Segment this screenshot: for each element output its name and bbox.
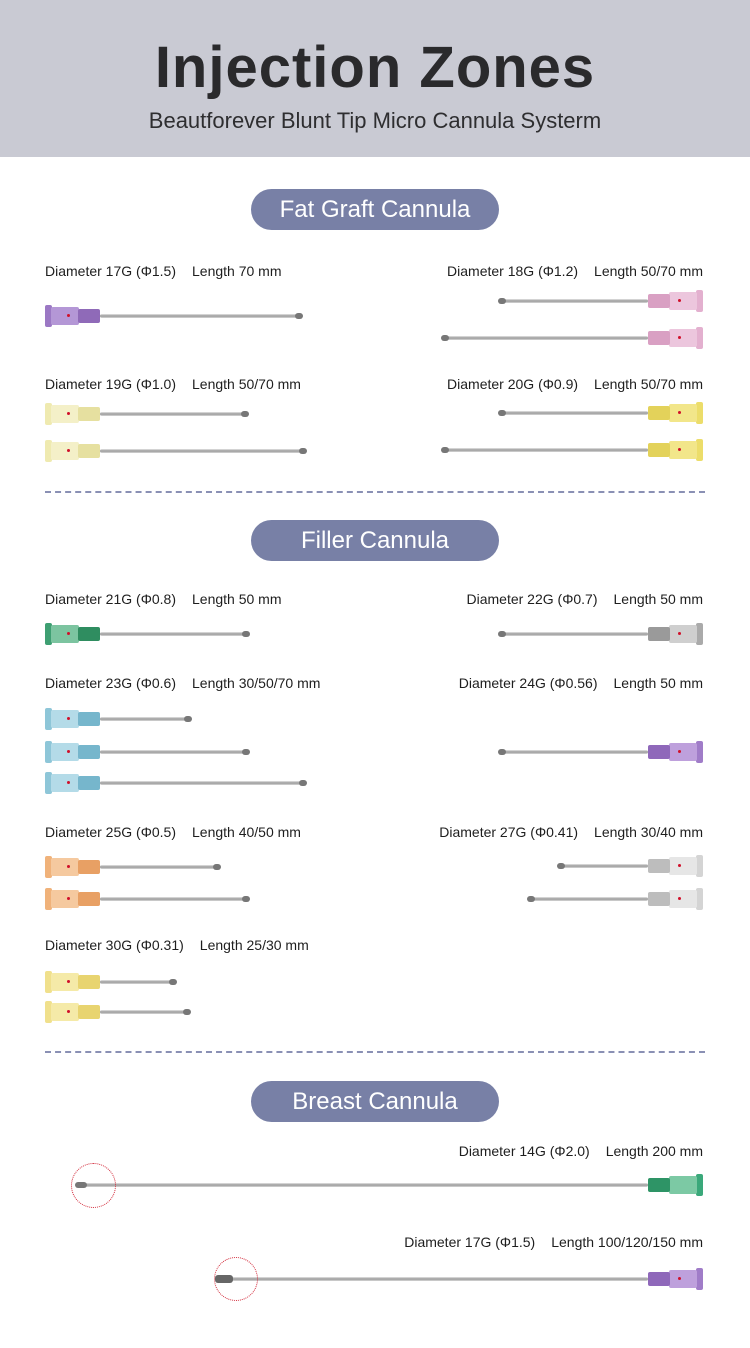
spec-30g: Diameter 30G (Φ0.31) Length 25/30 mm: [45, 937, 309, 953]
cannula-30g-30: [45, 1001, 191, 1023]
tip-detail-ring: [71, 1163, 116, 1208]
cannula-23g-50: [45, 741, 250, 763]
spec-22g: Diameter 22G (Φ0.7) Length 50 mm: [466, 591, 704, 607]
cannula-23g-70: [45, 772, 307, 794]
cannula-14g-200: [73, 1174, 703, 1196]
section-badge-breast: Breast Cannula: [251, 1081, 499, 1122]
spec-14g: Diameter 14G (Φ2.0) Length 200 mm: [458, 1143, 703, 1159]
cannula-18g-50: [498, 290, 703, 312]
cannula-27g-40: [527, 888, 703, 910]
spec-27g: Diameter 27G (Φ0.41) Length 30/40 mm: [439, 824, 703, 840]
section-badge-fat-graft: Fat Graft Cannula: [251, 189, 499, 230]
cannula-25g-50: [45, 888, 250, 910]
cannula-20g-70: [441, 439, 703, 461]
spec-23g: Diameter 23G (Φ0.6) Length 30/50/70 mm: [45, 675, 321, 691]
cannula-20g-50: [498, 402, 703, 424]
cannula-19g-50: [45, 403, 249, 425]
spec-20g: Diameter 20G (Φ0.9) Length 50/70 mm: [447, 376, 703, 392]
page-title: Injection Zones: [154, 35, 596, 100]
cannula-19g-70: [45, 440, 307, 462]
spec-17g: Diameter 17G (Φ1.5) Length 70 mm: [45, 263, 282, 279]
section-divider: [45, 1051, 705, 1053]
cannula-17g-70: [45, 305, 305, 327]
spec-21g: Diameter 21G (Φ0.8) Length 50 mm: [45, 591, 282, 607]
tip-detail-ring: [214, 1257, 258, 1301]
spec-17g-breast: Diameter 17G (Φ1.5) Length 100/120/150 mm: [404, 1234, 703, 1250]
section-badge-filler: Filler Cannula: [251, 520, 499, 561]
cannula-21g-50: [45, 623, 250, 645]
cannula-24g-50: [498, 741, 703, 763]
cannula-23g-30: [45, 708, 192, 730]
cannula-30g-25: [45, 971, 177, 993]
spec-19g: Diameter 19G (Φ1.0) Length 50/70 mm: [45, 376, 301, 392]
cannula-27g-30: [557, 855, 703, 877]
page-header: Injection Zones Beautforever Blunt Tip M…: [0, 0, 750, 157]
spec-24g: Diameter 24G (Φ0.56) Length 50 mm: [458, 675, 703, 691]
page-subtitle: Beautforever Blunt Tip Micro Cannula Sys…: [148, 108, 602, 133]
cannula-22g-50: [498, 623, 703, 645]
spec-25g: Diameter 25G (Φ0.5) Length 40/50 mm: [45, 824, 301, 840]
cannula-25g-40: [45, 856, 221, 878]
section-divider: [45, 491, 705, 493]
cannula-18g-70: [441, 327, 703, 349]
spec-18g: Diameter 18G (Φ1.2) Length 50/70 mm: [447, 263, 703, 279]
cannula-17g-breast: [213, 1268, 703, 1290]
